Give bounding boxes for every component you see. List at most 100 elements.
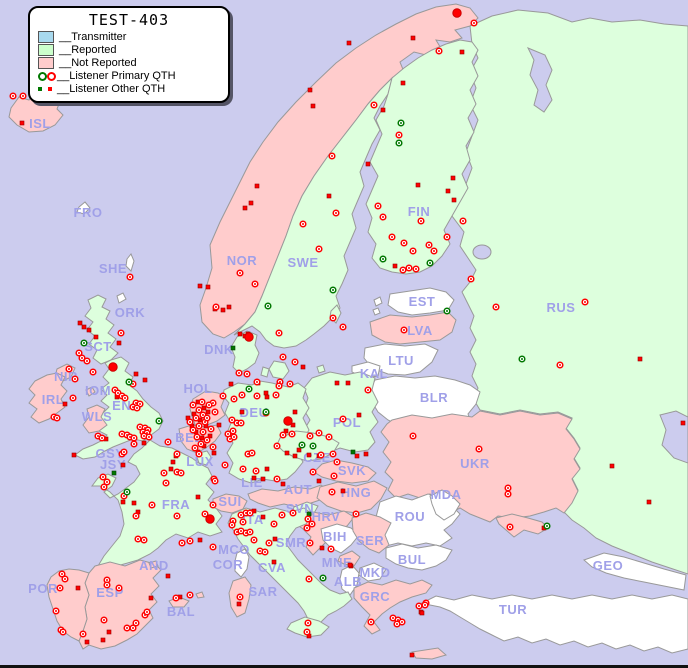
legend-primary-qth-icons	[38, 71, 56, 81]
country-label-fin: FIN	[408, 204, 430, 219]
listener-primary-qth-marker	[426, 259, 434, 267]
listener-other-qth-marker	[400, 80, 406, 86]
listener-other-qth-marker	[354, 453, 360, 459]
listener-primary-qth-marker	[132, 619, 140, 627]
listener-primary-qth-marker	[306, 432, 314, 440]
countries-layer	[8, 3, 688, 660]
listener-primary-qth-marker	[209, 501, 217, 509]
country-fro	[76, 201, 91, 215]
listener-primary-qth-marker	[228, 521, 236, 529]
country-label-sct: SCT	[84, 339, 112, 354]
listener-primary-qth-marker	[470, 19, 478, 27]
listener-primary-qth-marker	[56, 584, 64, 592]
listener-primary-qth-marker	[133, 404, 141, 412]
listener-other-qth-marker	[307, 87, 313, 93]
listener-other-qth-marker	[356, 412, 362, 418]
listener-primary-qth-marker	[430, 247, 438, 255]
legend-label: __Listener Primary QTH	[57, 70, 176, 82]
listener-primary-qth-marker	[299, 220, 307, 228]
listener-primary-qth-marker	[177, 469, 185, 477]
legend-color-swatch	[38, 31, 54, 43]
country-label-ukr: UKR	[460, 456, 490, 471]
white-sea	[526, 47, 553, 113]
listener-other-qth-marker	[216, 422, 222, 428]
listener-other-qth-marker	[637, 356, 643, 362]
listener-other-qth-marker	[106, 629, 112, 635]
listener-primary-qth-marker	[53, 414, 61, 422]
listener-other-qth-marker	[283, 428, 289, 434]
square-icon	[48, 87, 52, 91]
country-label-cva: CVA	[258, 560, 286, 575]
listener-primary-qth-marker	[395, 139, 403, 147]
country-geo	[583, 552, 687, 591]
listener-primary-qth-marker	[58, 570, 66, 578]
listener-primary-qth-marker	[123, 624, 131, 632]
listener-primary-qth-marker	[273, 442, 281, 450]
listener-primary-qth-marker	[209, 543, 217, 551]
listener-primary-qth-marker	[393, 620, 401, 628]
listener-other-qth-marker	[410, 35, 416, 41]
listener-primary-qth-marker	[289, 509, 297, 517]
country-svk	[313, 459, 377, 484]
listener-primary-qth-marker	[417, 217, 425, 225]
listener-primary-qth-marker	[400, 326, 408, 334]
listener-other-qth-marker	[392, 263, 398, 269]
country-crimea	[495, 513, 549, 538]
lake-ladoga	[472, 244, 492, 260]
listener-other-qth-marker	[148, 595, 154, 601]
listener-primary-qth-marker	[245, 385, 253, 393]
listener-other-qth-marker	[300, 364, 306, 370]
listener-primary-qth-marker	[120, 448, 128, 456]
listener-primary-qth-marker	[198, 398, 206, 406]
listener-other-qth-marker	[264, 394, 270, 400]
listener-primary-qth-marker	[80, 339, 88, 347]
country-label-est: EST	[409, 294, 436, 309]
listener-other-qth-marker	[236, 601, 242, 607]
country-label-bul: BUL	[398, 552, 426, 567]
listener-primary-qth-marker	[506, 523, 514, 531]
listener-primary-qth-marker	[59, 628, 67, 636]
listener-primary-qth-marker	[581, 298, 589, 306]
listener-primary-qth-marker	[425, 241, 433, 249]
listener-primary-qth-marker	[155, 417, 163, 425]
listener-other-qth-marker	[445, 188, 451, 194]
listener-cluster-marker	[244, 332, 254, 342]
listener-primary-qth-marker	[143, 608, 151, 616]
listener-other-qth-marker	[93, 334, 99, 340]
listener-other-qth-marker	[306, 452, 312, 458]
listener-primary-qth-marker	[435, 47, 443, 55]
listener-primary-qth-marker	[328, 152, 336, 160]
listener-other-qth-marker	[84, 639, 90, 645]
listener-primary-qth-marker	[207, 425, 215, 433]
country-label-hol: HOL	[184, 381, 213, 396]
listener-primary-qth-marker	[374, 202, 382, 210]
listener-primary-qth-marker	[130, 434, 138, 442]
listener-primary-qth-marker	[134, 535, 142, 543]
country-bornholm	[316, 364, 326, 374]
listener-primary-qth-marker	[103, 478, 111, 486]
listener-other-qth-marker	[81, 324, 87, 330]
country-and	[148, 560, 159, 569]
country-ser	[351, 512, 392, 554]
listener-primary-qth-marker	[235, 369, 243, 377]
listener-other-qth-marker	[19, 120, 25, 126]
listener-other-qth-marker	[264, 466, 270, 472]
listener-primary-qth-marker	[52, 607, 60, 615]
country-label-lie: LIE	[241, 475, 263, 490]
listener-primary-qth-marker	[132, 512, 140, 520]
country-mne	[337, 550, 361, 567]
country-label-blr: BLR	[420, 390, 448, 405]
listener-other-qth-marker	[284, 450, 290, 456]
listener-primary-qth-marker	[309, 442, 317, 450]
listener-primary-qth-marker	[459, 217, 467, 225]
legend-label: __Transmitter	[59, 31, 127, 43]
country-label-lva: LVA	[407, 323, 433, 338]
listener-primary-qth-marker	[172, 594, 180, 602]
listener-primary-qth-marker	[160, 469, 168, 477]
listener-primary-qth-marker	[409, 432, 417, 440]
country-label-rou: ROU	[395, 509, 425, 524]
listener-primary-qth-marker	[328, 488, 336, 496]
listener-primary-qth-marker	[126, 273, 134, 281]
listener-primary-qth-marker	[238, 391, 246, 399]
